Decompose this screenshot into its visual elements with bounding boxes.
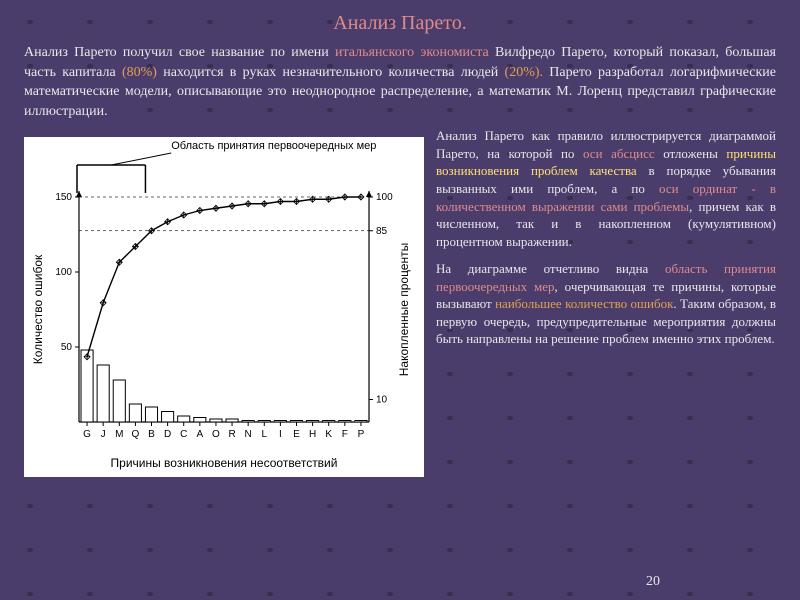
svg-text:P: P: [358, 429, 365, 440]
page-number: 20: [646, 574, 660, 590]
text: отложены: [655, 146, 727, 161]
svg-text:Накопленные проценты: Накопленные проценты: [397, 243, 411, 376]
body-para-1: Анализ Парето как правило иллюстрируется…: [436, 127, 776, 250]
svg-text:100: 100: [376, 192, 393, 203]
svg-text:A: A: [196, 429, 203, 440]
svg-text:D: D: [164, 429, 171, 440]
svg-text:B: B: [148, 429, 155, 440]
svg-text:85: 85: [376, 226, 388, 237]
svg-text:O: O: [212, 429, 220, 440]
svg-text:50: 50: [61, 342, 73, 353]
svg-text:Область принятия первоочередны: Область принятия первоочередных мер: [171, 140, 376, 152]
intro-hi-80: (80%): [122, 65, 157, 80]
page-title: Анализ Парето.: [24, 12, 776, 35]
intro-hi-italian: итальянского экономиста: [335, 45, 489, 60]
svg-text:R: R: [228, 429, 235, 440]
svg-text:J: J: [101, 429, 106, 440]
body-para-2: На диаграмме отчетливо видна область при…: [436, 260, 776, 348]
svg-text:H: H: [309, 429, 316, 440]
svg-text:Количество ошибок: Количество ошибок: [31, 254, 45, 364]
svg-text:150: 150: [55, 192, 72, 203]
intro-paragraph: Анализ Парето получил свое название по и…: [24, 43, 776, 121]
svg-text:M: M: [115, 429, 123, 440]
intro-text: находится в руках незначительного количе…: [157, 65, 505, 80]
intro-text: Анализ Парето получил свое название по и…: [24, 45, 335, 60]
svg-text:K: K: [325, 429, 332, 440]
svg-text:Причины возникновения несоотве: Причины возникновения несоответствий: [111, 456, 338, 470]
text: На диаграмме отчетливо видна: [436, 261, 665, 276]
svg-text:G: G: [83, 429, 91, 440]
svg-text:100: 100: [55, 267, 72, 278]
svg-text:C: C: [180, 429, 187, 440]
svg-text:E: E: [293, 429, 300, 440]
svg-text:10: 10: [376, 395, 388, 406]
intro-hi-20: (20%).: [505, 65, 544, 80]
svg-text:I: I: [279, 429, 282, 440]
hi-axis-x: оси абсцисс: [583, 146, 655, 161]
svg-text:Q: Q: [131, 429, 139, 440]
svg-text:L: L: [261, 429, 267, 440]
hi-most-errors: наибольшее количество ошибок: [495, 296, 673, 311]
svg-text:F: F: [342, 429, 348, 440]
pareto-chart: Область принятия первоочередных мер 50 100…: [24, 137, 424, 477]
svg-text:N: N: [245, 429, 252, 440]
